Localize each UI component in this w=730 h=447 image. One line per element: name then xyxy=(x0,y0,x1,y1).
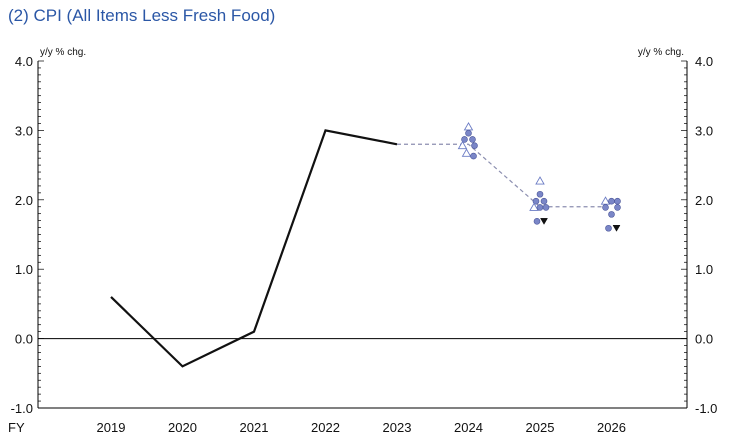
y-unit-label-left: y/y % chg. xyxy=(40,47,86,58)
x-tick-label: 2026 xyxy=(597,420,626,435)
forecast-up-triangle xyxy=(529,202,539,211)
y-tick-label-left: 3.0 xyxy=(15,123,33,138)
y-tick-label-left: 0.0 xyxy=(15,332,33,347)
forecast-dot xyxy=(532,197,540,205)
x-tick-label: 2020 xyxy=(168,420,197,435)
x-tick-label: 2025 xyxy=(526,420,555,435)
axis-labels: 4.0 4.0 3.0 3.0 2.0 2.0 1.0 1.0 0.0 0.0 -1.0 -1.0 y/… xyxy=(8,47,717,435)
forecast-dot xyxy=(465,129,472,137)
y-tick-label-left: 1.0 xyxy=(15,262,33,277)
x-axis-label: FY xyxy=(8,420,25,435)
forecast-dot xyxy=(536,190,544,198)
forecast-dot xyxy=(536,204,544,211)
forecast-dot xyxy=(533,218,541,225)
forecast-median-line xyxy=(397,143,612,208)
forecast-dot xyxy=(614,197,621,205)
forecast-dot xyxy=(605,224,612,232)
forecast-dot xyxy=(608,211,615,218)
x-tick-label: 2022 xyxy=(311,420,340,435)
y-unit-label-right: y/y % chg. xyxy=(638,47,684,58)
forecast-dot xyxy=(471,142,478,149)
forecast-down-triangle xyxy=(612,225,621,232)
chart-title: (2) CPI (All Items Less Fresh Food) xyxy=(8,6,276,25)
forecast-up-triangle xyxy=(457,140,468,150)
y-tick-label-right: -1.0 xyxy=(695,401,717,416)
x-tick-label: 2019 xyxy=(97,420,126,435)
y-tick-label-left: 2.0 xyxy=(15,193,33,208)
forecast-dot xyxy=(614,204,621,211)
forecast-dot xyxy=(469,136,476,143)
forecast-dot xyxy=(461,136,468,143)
forecast-dot xyxy=(608,197,615,205)
actual-line xyxy=(110,129,398,368)
forecast-up-triangle xyxy=(535,176,545,185)
forecast-dot xyxy=(540,197,548,205)
x-tick-label: 2024 xyxy=(454,420,483,435)
forecast-dot xyxy=(542,204,550,211)
y-tick-label-right: 0.0 xyxy=(695,332,713,347)
y-tick-label-right: 3.0 xyxy=(695,123,713,138)
x-tick-label: 2023 xyxy=(383,420,412,435)
forecast-up-triangle xyxy=(463,122,474,131)
forecast-markers xyxy=(457,122,621,232)
forecast-up-triangle xyxy=(461,148,472,157)
x-tick-label: 2021 xyxy=(240,420,269,435)
y-tick-label-right: 1.0 xyxy=(695,262,713,277)
y-tick-label-left: 4.0 xyxy=(15,54,33,69)
y-tick-label-right: 2.0 xyxy=(695,193,713,208)
y-tick-label-right: 4.0 xyxy=(695,54,713,69)
axes xyxy=(37,60,688,409)
forecast-dot xyxy=(602,204,609,211)
y-tick-label-left: -1.0 xyxy=(11,401,33,416)
forecast-dot xyxy=(470,152,477,160)
forecast-down-triangle xyxy=(540,218,548,225)
series-lines xyxy=(110,129,612,368)
